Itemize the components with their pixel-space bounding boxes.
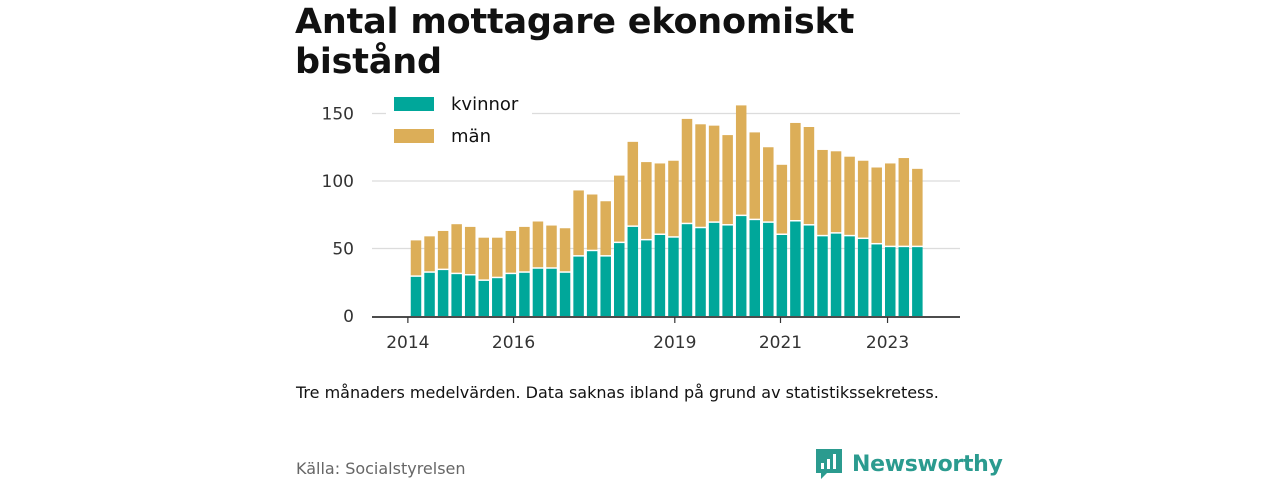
bar-man (600, 201, 611, 256)
bar-kvinnor (519, 272, 530, 316)
bar-man (722, 135, 733, 225)
bar-kvinnor (708, 222, 720, 316)
bar-man (885, 163, 896, 246)
bar-kvinnor (478, 280, 489, 316)
source-text: Källa: Socialstyrelsen (296, 459, 466, 478)
x-tick-label: 2023 (866, 333, 909, 353)
bar-man (763, 147, 774, 222)
bar-kvinnor (668, 237, 679, 316)
bar-man (654, 163, 666, 234)
bar-kvinnor (830, 233, 842, 316)
bar-man (695, 124, 706, 227)
bar-man (614, 175, 625, 242)
x-tick-label: 2014 (386, 333, 429, 353)
bar-kvinnor (790, 221, 801, 316)
legend: kvinnor män (386, 92, 532, 152)
bar-kvinnor (749, 220, 760, 316)
legend-label: kvinnor (451, 94, 519, 115)
bars (410, 105, 923, 316)
y-tick-label: 0 (343, 307, 354, 327)
bar-man (424, 236, 435, 272)
bar-man (573, 190, 584, 256)
bar-kvinnor (505, 274, 517, 316)
bar-kvinnor (871, 244, 882, 316)
bar-man (681, 118, 693, 223)
bar-kvinnor (817, 236, 828, 316)
bar-man (668, 160, 679, 237)
axes: 0 50 100 150 2014 2016 2019 2021 2023 (322, 105, 960, 353)
bar-kvinnor (857, 239, 869, 316)
bar-man (641, 162, 652, 239)
bar-man (410, 240, 422, 276)
y-tick-label: 150 (322, 105, 354, 125)
bar-kvinnor (681, 224, 693, 316)
x-tick-label: 2021 (759, 333, 802, 353)
bar-man (559, 228, 571, 272)
bar-man (857, 160, 869, 238)
x-tick-label: 2016 (492, 333, 535, 353)
bar-kvinnor (410, 276, 422, 316)
chart-note: Tre månaders medelvärden. Data saknas ib… (296, 383, 939, 402)
bar-kvinnor (532, 268, 544, 316)
legend-label: män (451, 126, 491, 147)
bar-man (437, 230, 449, 269)
bar-kvinnor (492, 278, 503, 316)
brand-logo: Newsworthy (814, 446, 1003, 482)
bar-man (505, 230, 517, 273)
legend-swatch (394, 129, 434, 143)
bar-kvinnor (559, 272, 571, 316)
bar-kvinnor (695, 228, 706, 316)
bar-man (478, 237, 489, 280)
bar-man (749, 132, 760, 219)
bar-man (519, 226, 530, 272)
bar-kvinnor (546, 268, 557, 316)
bar-kvinnor (776, 235, 788, 316)
brand-name: Newsworthy (852, 451, 1003, 477)
legend-swatch (394, 97, 434, 111)
bar-kvinnor (573, 256, 584, 316)
bar-kvinnor (654, 235, 666, 316)
bar-kvinnor (614, 243, 625, 316)
y-tick-label: 50 (332, 240, 354, 260)
bar-man (912, 168, 923, 246)
bar-kvinnor (844, 236, 855, 316)
bar-man (830, 151, 842, 233)
bar-man (844, 156, 855, 235)
bar-man (546, 225, 557, 268)
bar-kvinnor (898, 247, 910, 316)
bar-man (776, 164, 788, 234)
y-tick-label: 100 (322, 172, 354, 192)
bar-man (586, 194, 598, 250)
x-tick-label: 2019 (653, 333, 696, 353)
bar-man (451, 224, 462, 273)
bar-kvinnor (437, 270, 449, 316)
bar-kvinnor (464, 275, 476, 316)
bar-kvinnor (641, 240, 652, 316)
bar-kvinnor (885, 247, 896, 316)
bar-kvinnor (627, 226, 639, 316)
bar-kvinnor (763, 222, 774, 316)
bar-man (803, 127, 815, 225)
bar-man (871, 167, 882, 243)
bar-kvinnor (722, 225, 733, 316)
bar-chart-speech-bubble-icon (816, 449, 842, 479)
bar-man (735, 105, 747, 215)
bar-man (492, 237, 503, 277)
bar-kvinnor (451, 274, 462, 316)
bar-kvinnor (586, 251, 598, 316)
bar-kvinnor (803, 225, 815, 316)
bar-kvinnor (424, 272, 435, 316)
bar-kvinnor (600, 256, 611, 316)
bar-man (790, 122, 801, 220)
bar-man (817, 149, 828, 235)
bar-man (898, 158, 910, 246)
bar-kvinnor (735, 216, 747, 316)
chart-title: Antal mottagare ekonomiskt bistånd (295, 2, 855, 82)
bar-kvinnor (912, 247, 923, 316)
bar-man (464, 226, 476, 274)
bar-man (708, 125, 720, 222)
bar-man (627, 141, 639, 226)
bar-man (532, 221, 544, 268)
